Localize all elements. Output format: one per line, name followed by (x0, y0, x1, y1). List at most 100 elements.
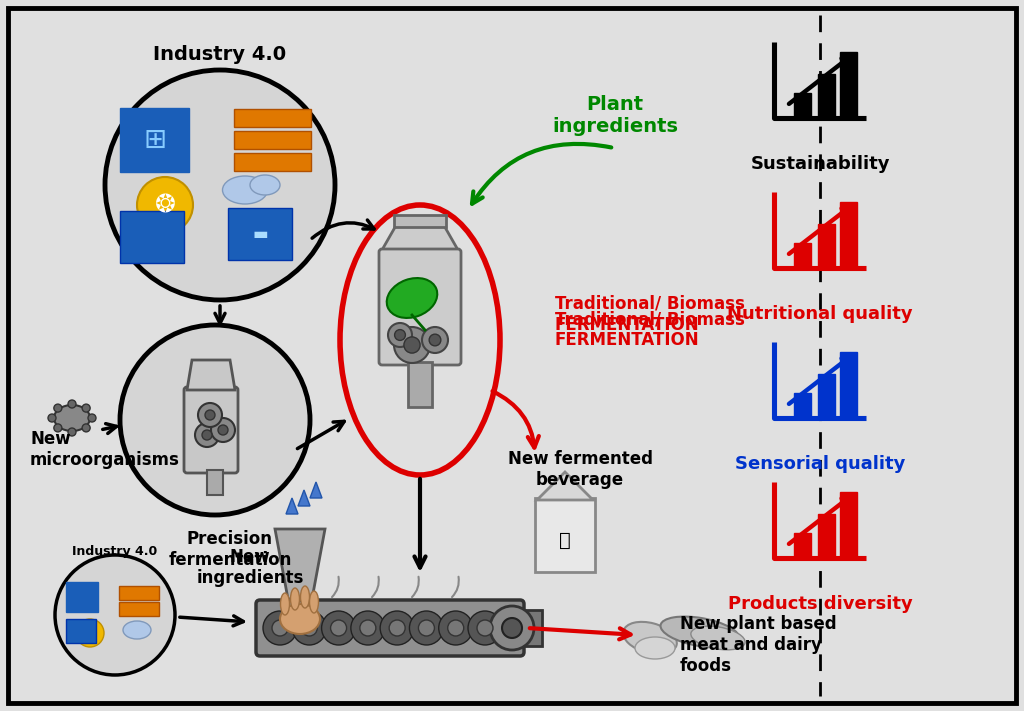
Circle shape (82, 424, 90, 432)
FancyBboxPatch shape (119, 586, 159, 600)
Text: Precision
fermentation: Precision fermentation (168, 530, 292, 569)
Circle shape (301, 620, 317, 636)
Circle shape (195, 423, 219, 447)
Circle shape (263, 611, 297, 645)
Circle shape (351, 611, 385, 645)
Text: Products diversity: Products diversity (728, 595, 912, 613)
Bar (408, 362, 432, 407)
Bar (840, 492, 857, 558)
FancyBboxPatch shape (256, 600, 524, 656)
FancyBboxPatch shape (228, 208, 292, 260)
Text: ▬: ▬ (252, 225, 268, 243)
Circle shape (54, 404, 61, 412)
Circle shape (218, 425, 228, 435)
Circle shape (292, 611, 327, 645)
Circle shape (422, 327, 449, 353)
Bar (818, 74, 836, 119)
FancyBboxPatch shape (234, 131, 311, 149)
Circle shape (394, 327, 430, 363)
Bar (795, 392, 811, 418)
Polygon shape (382, 222, 458, 250)
Circle shape (468, 611, 502, 645)
Circle shape (490, 606, 534, 650)
Text: Traditional/ Biomass
FERMENTATION: Traditional/ Biomass FERMENTATION (555, 310, 744, 349)
Bar (795, 92, 811, 119)
Text: Sensorial quality: Sensorial quality (735, 455, 905, 473)
Ellipse shape (222, 176, 267, 204)
Bar (394, 215, 446, 227)
Polygon shape (275, 529, 325, 599)
Polygon shape (537, 472, 593, 500)
Circle shape (198, 403, 222, 427)
Circle shape (403, 337, 420, 353)
Ellipse shape (660, 616, 739, 648)
Text: ❂: ❂ (155, 193, 175, 217)
Ellipse shape (691, 626, 745, 650)
Ellipse shape (624, 622, 677, 654)
FancyBboxPatch shape (234, 153, 311, 171)
Polygon shape (187, 360, 234, 390)
Ellipse shape (387, 278, 437, 318)
Polygon shape (310, 482, 322, 498)
Bar (818, 514, 836, 558)
Bar (840, 202, 857, 268)
Text: New
ingredients: New ingredients (197, 548, 304, 587)
Text: Plant
ingredients: Plant ingredients (552, 95, 678, 136)
Ellipse shape (291, 588, 299, 610)
Ellipse shape (300, 586, 309, 608)
Circle shape (394, 330, 406, 341)
Circle shape (202, 430, 212, 440)
Bar (207, 470, 223, 495)
Bar (818, 374, 836, 418)
Circle shape (359, 620, 376, 636)
Text: Industry 4.0: Industry 4.0 (73, 545, 158, 558)
Text: Nutritional quality: Nutritional quality (727, 305, 912, 323)
Circle shape (438, 611, 473, 645)
Bar (840, 52, 857, 119)
Ellipse shape (281, 593, 290, 615)
Circle shape (54, 424, 61, 432)
Circle shape (331, 620, 346, 636)
Circle shape (447, 620, 464, 636)
Ellipse shape (280, 604, 319, 634)
Polygon shape (286, 498, 298, 514)
Circle shape (419, 620, 434, 636)
Circle shape (82, 404, 90, 412)
Text: Traditional/ Biomass
FERMENTATION: Traditional/ Biomass FERMENTATION (555, 295, 744, 333)
FancyBboxPatch shape (66, 582, 98, 612)
Ellipse shape (54, 405, 90, 431)
Circle shape (272, 620, 288, 636)
FancyBboxPatch shape (234, 109, 311, 127)
Text: New
microorganisms: New microorganisms (30, 430, 180, 469)
Circle shape (68, 400, 76, 408)
Bar (818, 224, 836, 268)
FancyBboxPatch shape (120, 211, 184, 263)
Circle shape (410, 611, 443, 645)
Circle shape (68, 428, 76, 436)
Circle shape (322, 611, 355, 645)
FancyBboxPatch shape (535, 498, 595, 572)
Polygon shape (298, 490, 310, 506)
Text: New plant based
meat and dairy
foods: New plant based meat and dairy foods (680, 615, 837, 675)
Circle shape (48, 414, 56, 422)
Circle shape (55, 555, 175, 675)
Circle shape (76, 619, 104, 647)
Ellipse shape (250, 175, 280, 195)
Text: Sustainability: Sustainability (751, 155, 890, 173)
Ellipse shape (635, 637, 675, 659)
Circle shape (429, 334, 441, 346)
Text: Industry 4.0: Industry 4.0 (154, 46, 287, 65)
Circle shape (88, 414, 96, 422)
FancyBboxPatch shape (66, 619, 96, 643)
FancyBboxPatch shape (119, 602, 159, 616)
Text: ⊞: ⊞ (143, 126, 167, 154)
Circle shape (380, 611, 414, 645)
Bar (520, 610, 542, 646)
Ellipse shape (123, 621, 151, 639)
Circle shape (205, 410, 215, 420)
Text: 🥛: 🥛 (559, 530, 570, 550)
Text: New fermented
beverage: New fermented beverage (508, 450, 652, 488)
FancyBboxPatch shape (120, 108, 189, 172)
FancyBboxPatch shape (379, 249, 461, 365)
Circle shape (502, 618, 522, 638)
